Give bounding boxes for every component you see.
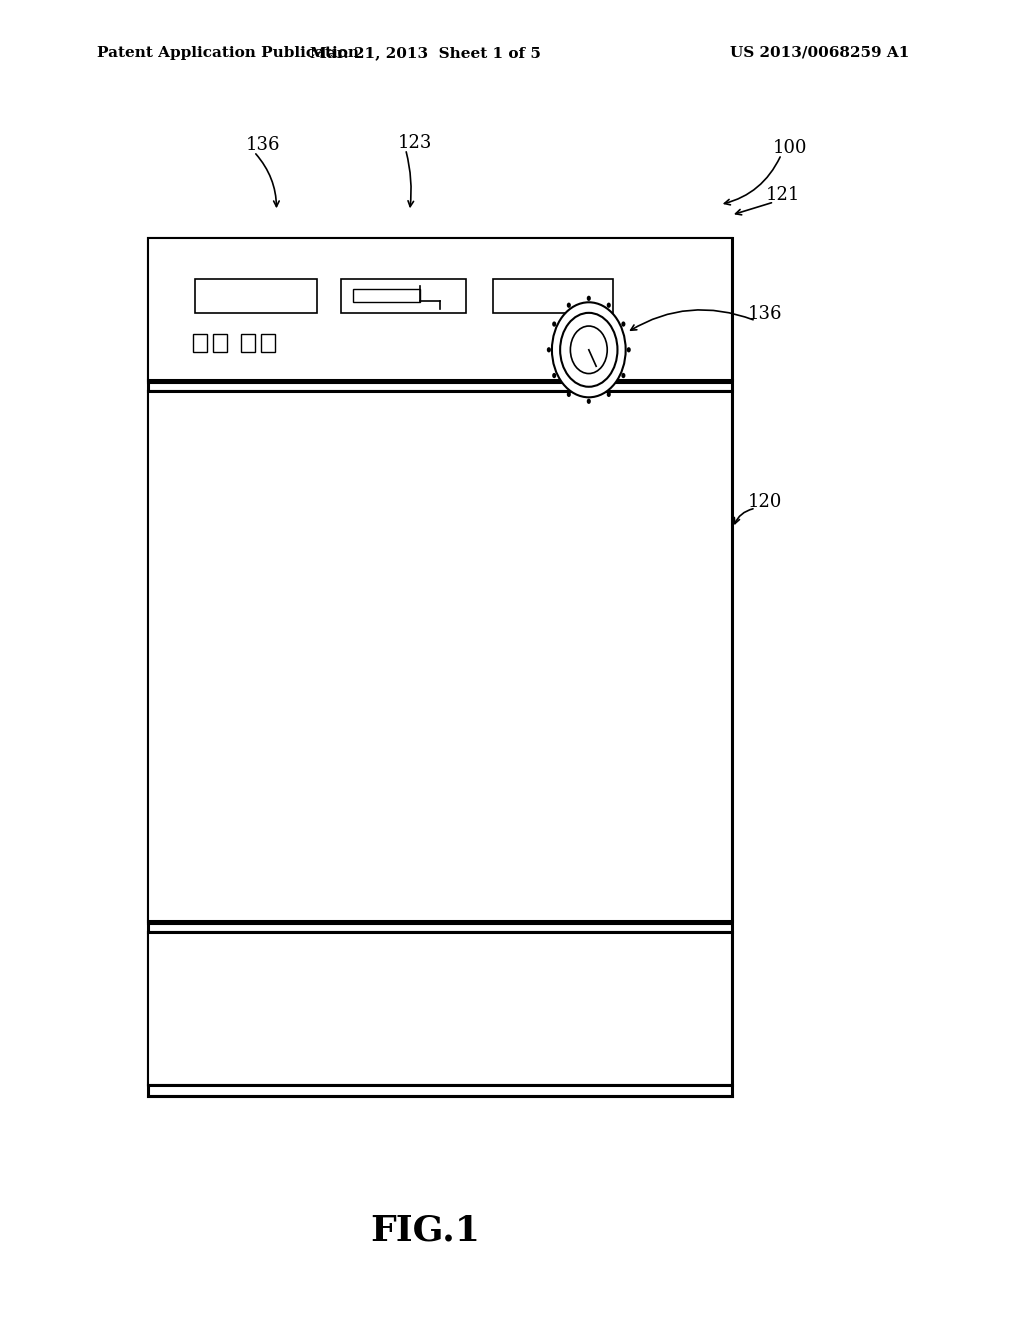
- Text: FIG.1: FIG.1: [370, 1213, 480, 1247]
- Circle shape: [627, 347, 631, 352]
- Bar: [213, 334, 227, 352]
- Circle shape: [622, 322, 626, 327]
- Text: 136: 136: [246, 136, 281, 154]
- Bar: [193, 334, 207, 352]
- Bar: [353, 289, 420, 302]
- Circle shape: [622, 372, 626, 378]
- Circle shape: [587, 296, 591, 301]
- Text: Patent Application Publication: Patent Application Publication: [97, 46, 359, 59]
- Circle shape: [570, 326, 607, 374]
- Circle shape: [552, 302, 626, 397]
- Bar: [148, 238, 732, 1096]
- Circle shape: [587, 399, 591, 404]
- Circle shape: [552, 372, 556, 378]
- Text: 123: 123: [397, 133, 432, 152]
- Bar: [148, 932, 732, 1085]
- Text: 136: 136: [748, 305, 782, 323]
- Circle shape: [606, 392, 610, 397]
- Text: 100: 100: [773, 139, 808, 157]
- Text: 120: 120: [748, 492, 782, 511]
- Text: US 2013/0068259 A1: US 2013/0068259 A1: [729, 46, 909, 59]
- Bar: [195, 279, 317, 313]
- Circle shape: [606, 302, 610, 308]
- Circle shape: [567, 302, 571, 308]
- Bar: [148, 391, 732, 924]
- Circle shape: [552, 322, 556, 327]
- Bar: [493, 279, 613, 313]
- Circle shape: [560, 313, 617, 387]
- Text: 121: 121: [766, 186, 801, 205]
- Bar: [341, 279, 466, 313]
- Bar: [148, 238, 732, 383]
- Circle shape: [547, 347, 551, 352]
- Text: Mar. 21, 2013  Sheet 1 of 5: Mar. 21, 2013 Sheet 1 of 5: [309, 46, 541, 59]
- Bar: [261, 334, 275, 352]
- Bar: [241, 334, 255, 352]
- Circle shape: [566, 392, 570, 397]
